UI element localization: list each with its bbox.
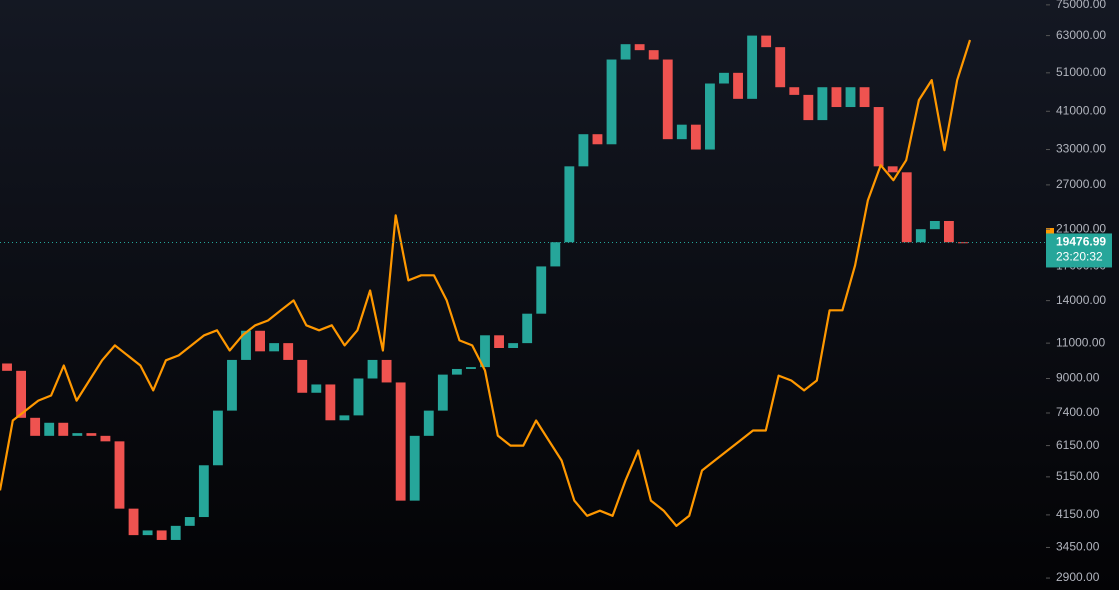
candle-body [30, 417, 41, 436]
candle-body [733, 72, 743, 99]
candle-body [803, 94, 814, 121]
candle-body [831, 87, 842, 108]
candle-body [648, 50, 659, 60]
candle-body [747, 35, 758, 99]
candle-body [451, 368, 462, 375]
candle-body [241, 330, 251, 360]
candle-body [297, 359, 308, 393]
y-tick-label: 75000.00 [1056, 0, 1106, 11]
candle-body [536, 266, 547, 314]
y-tick-label: 5150.00 [1056, 469, 1100, 483]
candle-body [873, 107, 884, 167]
candle-body [423, 410, 434, 436]
candle-body [381, 359, 392, 383]
candle-body [789, 87, 800, 95]
y-tick-label: 4150.00 [1056, 507, 1100, 521]
candle-body [901, 172, 912, 243]
candle-body [719, 72, 729, 84]
candle-body [578, 134, 589, 167]
y-tick-label: 3450.00 [1056, 540, 1100, 554]
price-label: 19476.99 [1056, 235, 1106, 249]
candle-body [690, 124, 701, 150]
candle-body [761, 35, 772, 48]
candle-body [859, 87, 870, 108]
candle-body [437, 374, 448, 411]
y-tick-label: 33000.00 [1056, 142, 1106, 156]
candle-body [227, 359, 237, 411]
y-tick-label: 41000.00 [1056, 103, 1106, 117]
candle-body [958, 242, 968, 244]
candle-body [325, 384, 336, 421]
candle-body [550, 242, 561, 267]
candle-body [198, 465, 209, 518]
countdown-label: 23:20:32 [1056, 250, 1103, 264]
y-tick-label: 2900.00 [1056, 570, 1100, 584]
candle-body [128, 508, 139, 536]
candle-body [508, 343, 519, 349]
candle-body [915, 229, 926, 243]
candle-body [100, 435, 111, 442]
candle-body [409, 435, 420, 501]
line-series [0, 39, 972, 527]
candle-body [170, 525, 181, 540]
candle-body [929, 220, 940, 230]
candle-body [775, 47, 786, 88]
y-tick-label: 7400.00 [1056, 405, 1100, 419]
candle-body [16, 370, 27, 418]
y-tick-label: 6150.00 [1056, 438, 1100, 452]
candle-body [142, 530, 153, 536]
candle-body [353, 378, 364, 416]
candle-body [564, 166, 575, 243]
candle-body [705, 83, 715, 150]
candle-body [592, 134, 603, 145]
candle-body [367, 359, 378, 379]
candle-body [676, 124, 687, 140]
candle-body [86, 433, 97, 436]
price-tag [1046, 233, 1112, 268]
y-tick-label: 63000.00 [1056, 28, 1106, 42]
candle-body [466, 367, 476, 369]
y-tick-label: 11000.00 [1056, 335, 1105, 349]
candle-body [339, 415, 350, 421]
candle-body [817, 87, 828, 121]
y-tick-label: 14000.00 [1056, 293, 1106, 307]
candle-body [606, 59, 617, 145]
candle-body [269, 343, 280, 352]
candle-body [114, 441, 125, 509]
candle-body [283, 343, 294, 360]
candle-body [662, 59, 673, 140]
candle-body [58, 422, 69, 436]
candle-body [395, 382, 406, 501]
y-tick-label: 21000.00 [1056, 221, 1106, 235]
candle-body [156, 530, 167, 540]
candle-body [943, 220, 954, 243]
candle-body [634, 44, 645, 51]
candle-body [212, 410, 223, 466]
candle-body [620, 44, 631, 60]
y-tick-label: 9000.00 [1056, 371, 1100, 385]
candle-body [494, 335, 504, 349]
candle-body [522, 313, 533, 344]
y-tick-label: 51000.00 [1056, 65, 1106, 79]
y-tick-label: 27000.00 [1056, 177, 1106, 191]
candle-body [2, 363, 12, 371]
candle-body [845, 87, 856, 108]
candle-body [887, 166, 898, 173]
candle-body [311, 384, 322, 393]
candle-body [72, 433, 83, 436]
candle-body [184, 517, 195, 526]
candle-body [255, 330, 265, 352]
candle-body [480, 335, 490, 368]
candle-body [44, 422, 55, 436]
